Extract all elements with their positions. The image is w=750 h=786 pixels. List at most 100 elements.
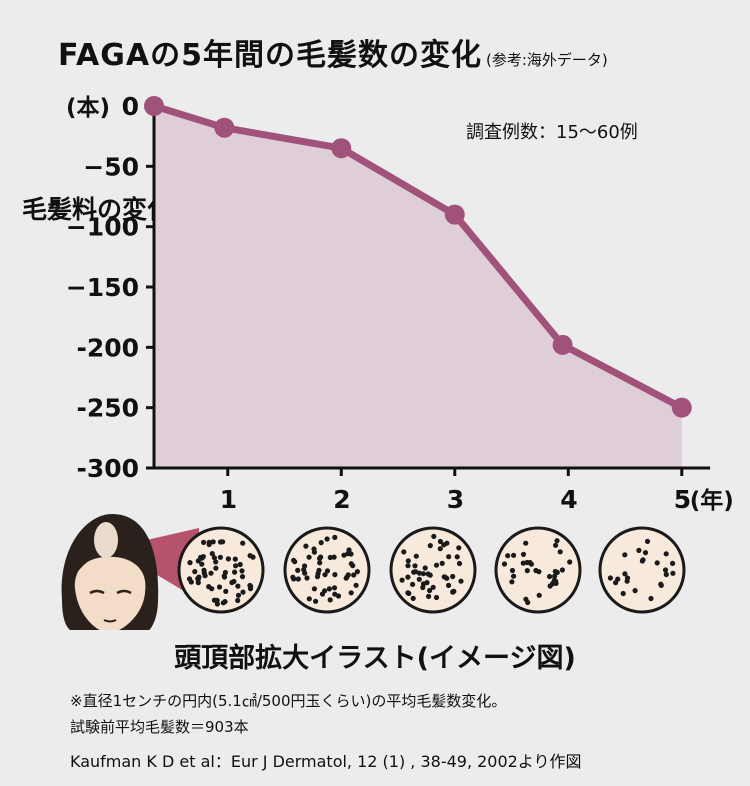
chart-title: FAGAの5年間の毛髪数の変化 (参考:海外データ) bbox=[58, 30, 608, 74]
hair-dot bbox=[214, 601, 220, 607]
area-fill bbox=[154, 106, 682, 468]
series-line bbox=[152, 102, 684, 411]
hair-dot bbox=[313, 598, 319, 604]
hair-dot bbox=[654, 560, 660, 566]
hair-dot bbox=[353, 582, 359, 588]
hair-dot bbox=[345, 572, 351, 578]
hair-dot bbox=[427, 543, 433, 549]
hair-dot bbox=[624, 578, 630, 584]
hair-dot bbox=[405, 574, 411, 580]
hair-dot bbox=[410, 595, 416, 602]
hair-dot bbox=[332, 534, 338, 541]
hair-dot bbox=[331, 585, 338, 591]
scalp-density-circle bbox=[389, 526, 477, 614]
hair-dot bbox=[644, 538, 651, 545]
hair-dot bbox=[247, 553, 253, 559]
scalp-density-circle bbox=[598, 526, 686, 614]
hair-dot bbox=[622, 571, 628, 577]
hair-dot bbox=[401, 549, 407, 555]
hair-dot bbox=[437, 538, 443, 545]
hair-dot bbox=[331, 554, 337, 560]
y-tick-label: −50 bbox=[83, 152, 139, 181]
hair-dot bbox=[505, 553, 511, 559]
hair-dot bbox=[416, 576, 422, 582]
y-unit-label: (本) bbox=[66, 95, 110, 121]
hair-dot bbox=[399, 577, 405, 583]
hair-dot bbox=[239, 568, 245, 574]
face bbox=[73, 555, 147, 630]
hair-dot bbox=[232, 556, 238, 562]
hair-dot bbox=[613, 580, 619, 586]
data-point bbox=[144, 96, 164, 116]
hair-dot bbox=[198, 554, 204, 561]
hair-dot bbox=[322, 572, 328, 578]
hair-dot bbox=[311, 549, 317, 555]
hair-dot bbox=[332, 572, 338, 578]
hair-dot bbox=[318, 540, 324, 546]
hair-dot bbox=[567, 559, 573, 565]
hair-dot bbox=[557, 549, 563, 555]
hair-dot bbox=[354, 569, 360, 575]
hair-dot bbox=[547, 573, 553, 580]
hair-dot bbox=[523, 540, 529, 546]
hair-dot bbox=[235, 592, 242, 598]
hair-dot bbox=[509, 567, 516, 574]
hair-dot bbox=[622, 552, 628, 558]
hair-dot bbox=[192, 569, 198, 575]
hair-dot bbox=[208, 570, 214, 576]
hair-dot bbox=[201, 539, 207, 546]
x-tick-label: 5 bbox=[674, 485, 691, 514]
hair-dot bbox=[291, 557, 297, 563]
hair-dot bbox=[450, 589, 456, 595]
hair-dot bbox=[456, 560, 463, 567]
hair-dot bbox=[430, 584, 436, 590]
hair-dot bbox=[222, 569, 228, 576]
hair-dot bbox=[552, 568, 558, 575]
hair-dot bbox=[524, 568, 530, 574]
hair-dot bbox=[420, 584, 426, 591]
hair-dot bbox=[201, 570, 207, 576]
hair-dot bbox=[345, 551, 351, 557]
hair-dot bbox=[662, 567, 669, 573]
footnote-line1: ※直径1センチの円内(5.1㎠/500円玉くらい)の平均毛髪数変化。 bbox=[70, 692, 507, 710]
hair-dot bbox=[210, 539, 216, 545]
hair-dot bbox=[240, 540, 246, 546]
sample-note: 調査例数：15〜60例 bbox=[466, 122, 638, 143]
hair-bangs bbox=[72, 529, 150, 580]
source-citation: Kaufman K D et al：Eur J Dermatol, 12 (1)… bbox=[70, 752, 582, 771]
footnote-line2: 試験前平均毛髪数＝903本 bbox=[70, 718, 249, 736]
data-point bbox=[444, 204, 465, 225]
hair-dot bbox=[554, 538, 560, 544]
hair-dot bbox=[431, 533, 437, 540]
data-point bbox=[214, 117, 235, 138]
x-unit-label: (年) bbox=[690, 487, 734, 514]
hair-dot bbox=[318, 554, 324, 560]
hair-dot bbox=[410, 581, 416, 588]
hair-dot bbox=[648, 595, 654, 602]
hair-dot bbox=[186, 576, 193, 582]
hair-dot bbox=[233, 563, 239, 569]
hair-dot bbox=[509, 579, 515, 585]
y-tick-label: -300 bbox=[76, 454, 139, 483]
hair-dot bbox=[239, 574, 246, 580]
data-point bbox=[552, 334, 573, 355]
hair-dot bbox=[553, 580, 559, 587]
hair-dot bbox=[290, 574, 296, 580]
hair-dot bbox=[247, 586, 254, 592]
hair-dot bbox=[240, 589, 246, 595]
hair-dot bbox=[426, 593, 432, 600]
hair-dot bbox=[425, 571, 431, 577]
hair-dot bbox=[536, 569, 542, 575]
hair-dot bbox=[607, 575, 614, 581]
hair-dot bbox=[411, 569, 417, 575]
hair-dot bbox=[636, 547, 642, 554]
hair-dot bbox=[559, 567, 566, 573]
hair-dot bbox=[317, 560, 323, 566]
hair-dot bbox=[306, 554, 312, 560]
x-tick-label: 4 bbox=[560, 485, 577, 514]
hair-dot bbox=[304, 575, 310, 581]
eye-left bbox=[89, 589, 105, 595]
hair-dot bbox=[416, 570, 423, 576]
hair-dot bbox=[663, 571, 669, 578]
hair-dot bbox=[412, 563, 418, 569]
